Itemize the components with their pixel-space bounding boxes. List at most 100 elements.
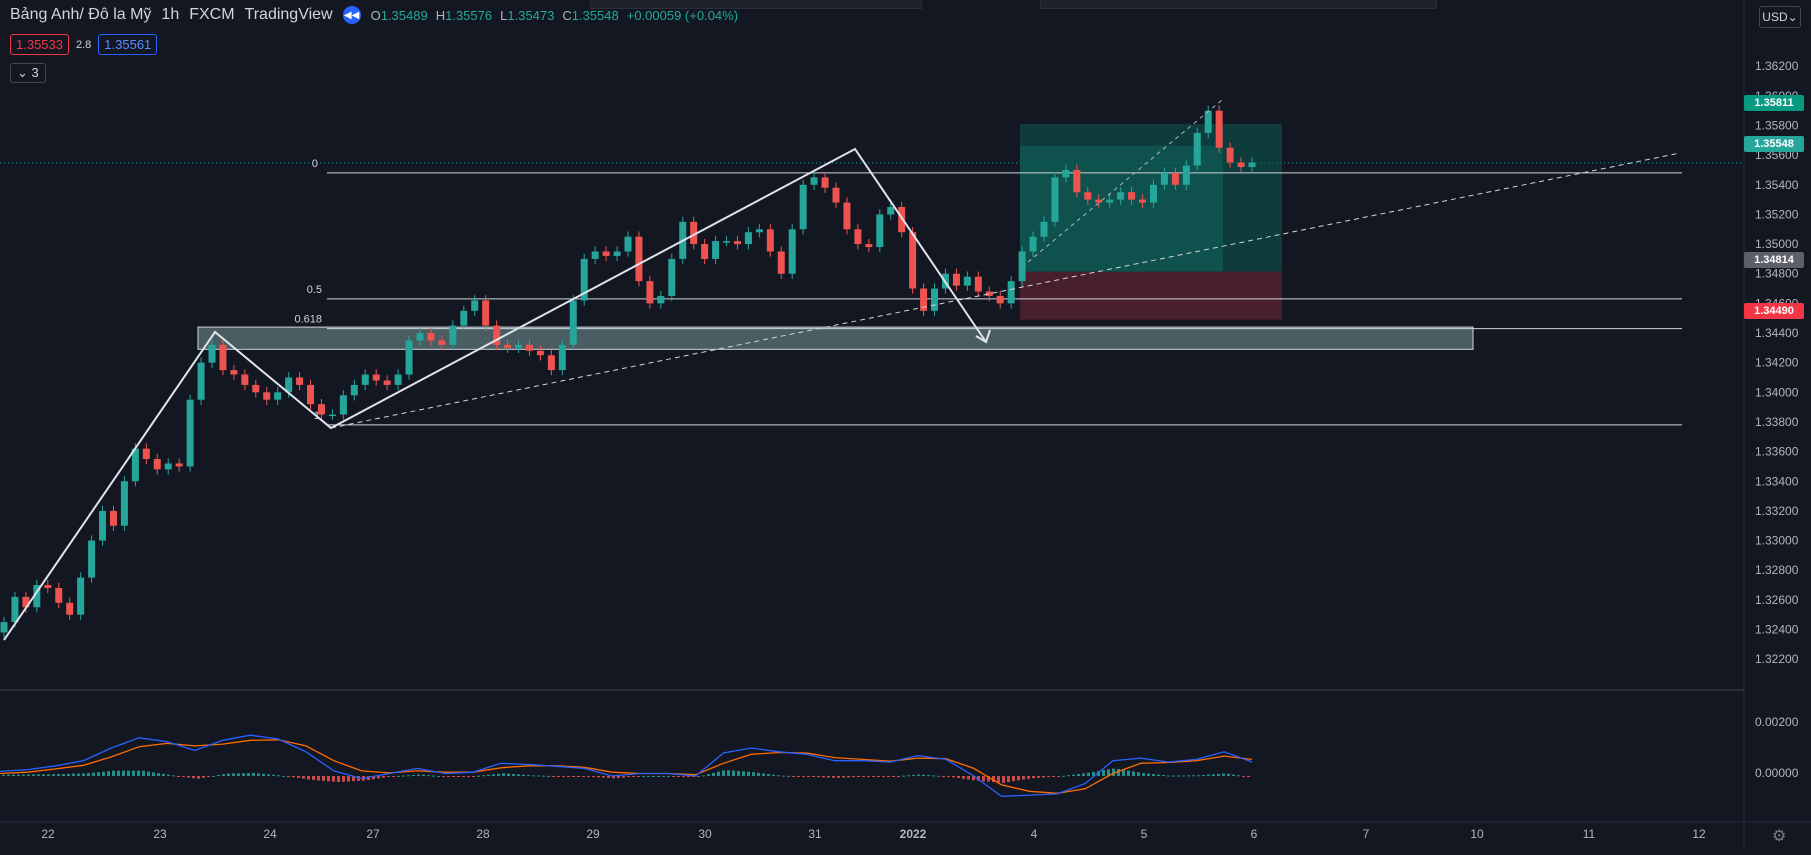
macd-histogram-bar xyxy=(837,776,840,778)
buy-button[interactable]: 1.35561 xyxy=(98,34,158,55)
gear-icon[interactable]: ⚙ xyxy=(1772,828,1787,845)
drawing-toolbar-strip[interactable] xyxy=(590,0,922,9)
macd-histogram-bar xyxy=(757,772,760,776)
macd-histogram-bar xyxy=(632,776,635,777)
macd-histogram-bar xyxy=(1237,775,1240,777)
macd-histogram-bar xyxy=(767,773,770,776)
macd-histogram-bar xyxy=(572,776,575,777)
candle-body xyxy=(832,187,840,203)
macd-histogram-bar xyxy=(1162,775,1165,777)
macd-histogram-bar xyxy=(882,776,885,777)
candle-body xyxy=(701,244,709,259)
macd-histogram-bar xyxy=(1132,771,1135,776)
candle-body xyxy=(865,244,873,248)
macd-histogram-bar xyxy=(1017,776,1020,781)
macd-histogram-bar xyxy=(227,773,230,776)
macd-histogram-bar xyxy=(177,776,180,777)
low-value: 1.35473 xyxy=(507,7,555,23)
candle-body xyxy=(657,295,665,304)
macd-histogram-bar xyxy=(32,774,35,776)
time-tick-label: 22 xyxy=(41,827,55,841)
macd-histogram-bar xyxy=(467,776,470,777)
candle-body xyxy=(1029,236,1037,252)
candle-body xyxy=(536,350,544,356)
macd-histogram-bar xyxy=(1102,770,1105,776)
macd-histogram-bar xyxy=(377,776,380,779)
interval-label[interactable]: 1h xyxy=(161,6,180,23)
candle-body xyxy=(1117,192,1125,200)
macd-histogram-bar xyxy=(582,776,585,777)
macd-histogram-bar xyxy=(942,776,945,777)
macd-histogram-bar xyxy=(732,770,735,776)
macd-histogram-bar xyxy=(897,776,900,777)
symbol-name[interactable]: Bảng Anh/ Đô la Mỹ xyxy=(10,6,152,23)
macd-histogram-bar xyxy=(957,776,960,779)
candle-body xyxy=(460,310,468,326)
candle-body xyxy=(690,221,698,245)
floating-toolbar-strip[interactable] xyxy=(1040,0,1437,9)
candle-body xyxy=(547,355,555,371)
macd-histogram-bar xyxy=(1097,771,1100,776)
macd-histogram-bar xyxy=(697,776,700,777)
macd-histogram-bar xyxy=(277,775,280,777)
price-tick-label: 1.33800 xyxy=(1755,415,1799,429)
macd-histogram-bar xyxy=(1152,774,1155,776)
macd-histogram-bar xyxy=(1122,769,1125,776)
price-tick-label: 1.35400 xyxy=(1755,178,1799,192)
indicators-toggle[interactable]: ⌄ 3 xyxy=(10,63,46,83)
macd-histogram-bar xyxy=(777,775,780,777)
macd-histogram-bar xyxy=(1177,775,1180,777)
macd-histogram-bar xyxy=(267,774,270,776)
macd-histogram-bar xyxy=(712,772,715,776)
time-tick-label: 12 xyxy=(1692,827,1706,841)
candle-body xyxy=(208,344,216,363)
sell-button[interactable]: 1.35533 xyxy=(10,34,69,55)
macd-histogram-bar xyxy=(917,774,920,776)
candle-body xyxy=(515,344,523,348)
macd-histogram-bar xyxy=(877,776,880,777)
candle-body xyxy=(558,344,566,371)
macd-histogram-bar xyxy=(472,776,475,777)
candle-body xyxy=(109,510,117,526)
open-key: O xyxy=(370,7,381,23)
macd-histogram-bar xyxy=(147,771,150,776)
candle-body xyxy=(153,459,161,470)
candle-body xyxy=(88,540,96,578)
candle-body xyxy=(1149,184,1157,203)
candle-body xyxy=(843,202,851,230)
currency-button[interactable]: USD ⌄ xyxy=(1759,6,1801,28)
candle-body xyxy=(952,273,960,286)
macd-histogram-bar xyxy=(847,776,850,778)
candle-body xyxy=(624,236,632,252)
rewind-icon[interactable]: ◀◀ xyxy=(342,6,361,24)
indicators-count: 3 xyxy=(31,65,39,80)
macd-histogram-bar xyxy=(567,776,570,777)
macd-histogram-bar xyxy=(22,774,25,776)
candle-body xyxy=(1204,110,1212,133)
macd-histogram-bar xyxy=(1167,775,1170,777)
candle-body xyxy=(274,392,282,400)
candle-body xyxy=(1106,199,1114,203)
macd-histogram-bar xyxy=(762,773,765,776)
candle-body xyxy=(525,344,533,351)
price-tick-label: 1.34000 xyxy=(1755,385,1799,399)
macd-histogram-bar xyxy=(782,775,785,777)
candle-body xyxy=(613,251,621,256)
macd-histogram-bar xyxy=(297,776,300,779)
macd-histogram-bar xyxy=(1142,773,1145,776)
macd-histogram-bar xyxy=(1062,775,1065,777)
macd-histogram-bar xyxy=(857,776,860,778)
macd-histogram-bar xyxy=(137,770,140,776)
macd-histogram-bar xyxy=(237,773,240,776)
candle-body xyxy=(1084,192,1092,200)
macd-histogram-bar xyxy=(342,776,345,782)
change-value: +0.00059 (+0.04%) xyxy=(626,7,739,23)
macd-histogram-bar xyxy=(47,774,50,776)
quote-panel: 1.35533 2.8 1.35561 xyxy=(10,34,158,55)
macd-histogram-bar xyxy=(602,776,605,778)
macd-histogram-bar xyxy=(1082,773,1085,776)
candle-body xyxy=(307,384,315,405)
macd-histogram-bar xyxy=(7,774,10,776)
